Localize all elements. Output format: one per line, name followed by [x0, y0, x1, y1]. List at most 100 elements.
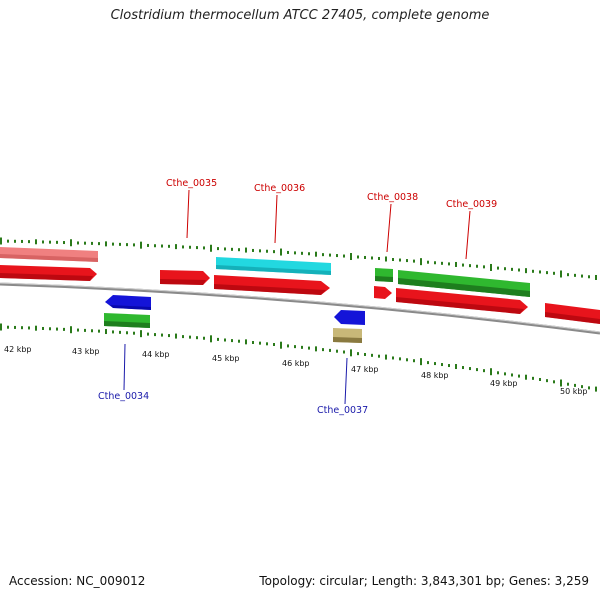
upper-tick — [266, 249, 268, 253]
upper-tick — [413, 259, 415, 263]
upper-tick — [343, 254, 345, 258]
lower-tick — [133, 331, 135, 335]
upper-tick — [504, 267, 506, 271]
cds-cthe-0036[interactable] — [214, 275, 330, 295]
lower-tick — [63, 327, 65, 331]
upper-tick — [91, 241, 93, 245]
upper-tick — [315, 251, 317, 257]
lower-tick — [140, 330, 142, 338]
upper-tick — [217, 247, 219, 251]
upper-tick — [294, 251, 296, 255]
lower-tick — [413, 359, 415, 363]
upper-tick — [245, 247, 247, 253]
upper-tick — [168, 244, 170, 248]
gene-label-cthe-0038[interactable]: Cthe_0038 — [367, 192, 418, 203]
feature-green-small[interactable] — [375, 268, 393, 282]
upper-tick — [133, 243, 135, 247]
lower-tick-row — [0, 323, 597, 392]
cds-cthe-0034-blue[interactable] — [105, 295, 151, 310]
lower-tick — [175, 333, 177, 339]
upper-tick — [385, 256, 387, 262]
lower-tick — [448, 364, 450, 368]
lower-tick — [21, 326, 23, 330]
lower-tick — [525, 374, 527, 380]
upper-tick — [371, 256, 373, 260]
upper-tick-row — [0, 237, 597, 280]
lower-tick — [91, 329, 93, 333]
lower-tick — [560, 379, 562, 387]
upper-tick — [273, 250, 275, 254]
upper-tick — [224, 247, 226, 251]
lower-tick — [0, 323, 2, 331]
upper-tick — [406, 259, 408, 263]
lower-tick — [98, 329, 100, 333]
upper-tick — [210, 244, 212, 252]
upper-tick — [98, 242, 100, 246]
lower-tick — [119, 330, 121, 334]
upper-tick — [469, 264, 471, 268]
upper-tick — [462, 263, 464, 267]
upper-tick — [231, 247, 233, 251]
lower-tick — [182, 335, 184, 339]
upper-tick — [7, 239, 9, 243]
gene-label-cthe-0039[interactable]: Cthe_0039 — [446, 199, 497, 210]
lower-tick — [329, 348, 331, 352]
upper-tick — [357, 255, 359, 259]
upper-tick — [329, 253, 331, 257]
gene-label-cthe-0036[interactable]: Cthe_0036 — [254, 183, 305, 194]
cds-right-red[interactable] — [545, 303, 600, 324]
cds-cthe-0035[interactable] — [160, 270, 210, 285]
upper-tick — [203, 246, 205, 250]
feature-cthe-0034-green[interactable] — [104, 313, 150, 328]
lower-tick — [252, 340, 254, 344]
scale-label-48: 48 kbp — [421, 371, 449, 380]
lower-tick — [301, 345, 303, 349]
gene-label-cthe-0037[interactable]: Cthe_0037 — [317, 405, 368, 416]
lower-tick — [476, 368, 478, 372]
feature-cthe-0037-tan[interactable] — [333, 328, 362, 343]
cds-cthe-0037-blue[interactable] — [334, 310, 365, 325]
upper-tick — [434, 261, 436, 265]
upper-tick — [595, 274, 597, 280]
gene-label-cthe-0035[interactable]: Cthe_0035 — [166, 178, 217, 189]
upper-tick — [588, 275, 590, 279]
lower-tick — [518, 374, 520, 378]
upper-tick — [35, 239, 37, 245]
upper-tick — [0, 237, 2, 245]
upper-tick — [161, 244, 163, 248]
upper-tick — [189, 245, 191, 249]
lower-tick — [294, 345, 296, 349]
upper-tick — [301, 251, 303, 255]
lower-tick — [532, 376, 534, 380]
lower-tick — [14, 325, 16, 329]
cds-left-red[interactable] — [0, 265, 97, 281]
upper-tick — [427, 260, 429, 264]
lower-tick — [336, 349, 338, 353]
feature-cthe-0039-green[interactable] — [398, 270, 530, 297]
lower-tick — [595, 386, 597, 392]
upper-tick — [511, 267, 513, 271]
cds-cthe-0038[interactable] — [374, 286, 392, 299]
lower-tick — [546, 379, 548, 383]
gene-label-cthe-0034[interactable]: Cthe_0034 — [98, 391, 149, 402]
upper-tick — [112, 242, 114, 246]
upper-tick — [448, 262, 450, 266]
upper-tick — [119, 242, 121, 246]
upper-tick — [420, 258, 422, 266]
upper-tick — [518, 268, 520, 272]
upper-tick — [553, 271, 555, 275]
feature-faded-left[interactable] — [0, 247, 98, 262]
lower-tick — [273, 343, 275, 347]
feature-cthe-0036-cyan[interactable] — [216, 257, 331, 275]
upper-tick — [399, 258, 401, 262]
lower-tick — [455, 364, 457, 370]
scale-label-44: 44 kbp — [142, 350, 170, 359]
lower-tick — [217, 337, 219, 341]
cds-cthe-0039[interactable] — [396, 288, 528, 314]
upper-tick — [567, 273, 569, 277]
upper-tick — [77, 241, 79, 245]
lower-tick — [406, 358, 408, 362]
lower-tick — [154, 333, 156, 337]
lower-tick — [126, 331, 128, 335]
lower-tick — [574, 383, 576, 387]
